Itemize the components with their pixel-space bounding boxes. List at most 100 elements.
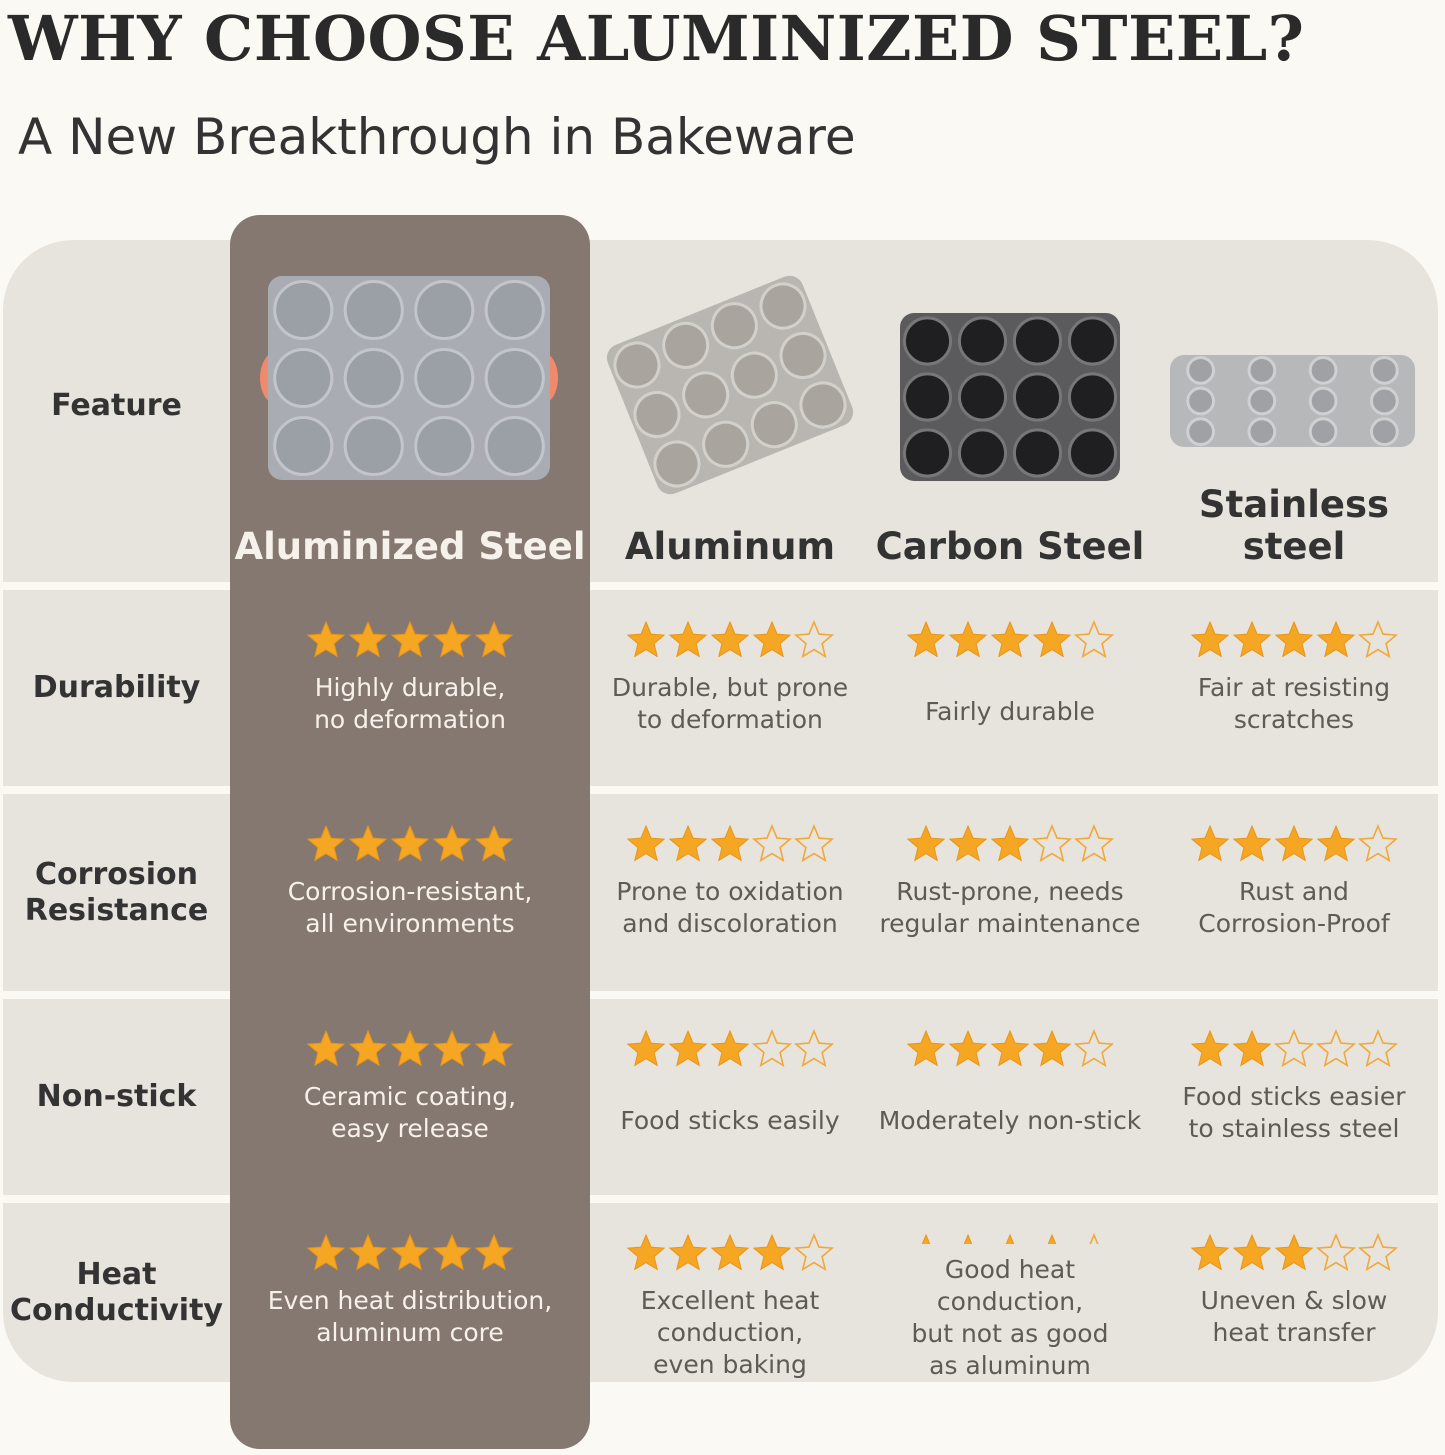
star-filled	[390, 824, 430, 862]
star-empty	[1073, 1028, 1115, 1068]
star-filled	[1232, 1233, 1272, 1271]
star-rating	[626, 1232, 835, 1272]
star-rating	[626, 619, 835, 659]
star-rating	[1190, 619, 1399, 659]
cell: Moderately non-stick	[870, 999, 1150, 1195]
star-filled	[668, 824, 708, 862]
star-empty	[1073, 619, 1115, 659]
cell: Ceramic coating, easy release	[230, 999, 590, 1195]
star-filled	[668, 1233, 708, 1271]
star-filled	[390, 1029, 430, 1067]
cell-text: Fairly durable	[925, 697, 1095, 726]
cell: Durable, but prone to deformation	[590, 590, 870, 786]
star-filled	[668, 1029, 708, 1067]
star-rating	[306, 824, 514, 862]
star-filled	[306, 1029, 346, 1067]
star-filled	[990, 620, 1030, 658]
star-filled	[432, 1029, 472, 1067]
star-filled	[474, 1233, 514, 1271]
star-filled	[432, 620, 472, 658]
column-header: Carbon Steel	[875, 525, 1145, 568]
star-filled	[626, 1233, 666, 1271]
star-rating	[906, 619, 1115, 659]
star-rating	[906, 1028, 1115, 1068]
star-filled	[626, 824, 666, 862]
star-rating	[306, 620, 514, 658]
star-filled	[474, 824, 514, 862]
star-empty	[751, 1028, 793, 1068]
star-filled	[990, 824, 1030, 862]
star-filled	[1232, 1029, 1272, 1067]
pan	[260, 276, 558, 480]
star-filled	[474, 620, 514, 658]
star-empty	[793, 823, 835, 863]
star-rating	[1190, 1028, 1399, 1068]
star-rating	[306, 1233, 514, 1271]
star-filled	[474, 1029, 514, 1067]
star-empty	[1031, 823, 1073, 863]
cell-text: Moderately non-stick	[878, 1106, 1142, 1135]
star-filled	[948, 1029, 988, 1067]
pan	[900, 313, 1120, 481]
feature-header: Feature	[51, 388, 182, 423]
star-filled	[1190, 1233, 1230, 1271]
star-filled	[1316, 824, 1356, 862]
star-empty	[1357, 1028, 1399, 1068]
star-filled	[306, 620, 346, 658]
cell: Uneven & slow heat transfer	[1150, 1203, 1438, 1382]
star-filled	[348, 824, 388, 862]
star-rating	[306, 1029, 514, 1067]
star-rating	[626, 823, 835, 863]
cell-text: Fair at resisting scratches	[1197, 673, 1391, 734]
pan	[1170, 355, 1415, 447]
star-filled	[948, 824, 988, 862]
cell: Excellent heat conduction, even baking	[590, 1203, 870, 1382]
star-filled	[1274, 1233, 1314, 1271]
column-header: Aluminized Steel	[234, 525, 586, 568]
feature-label: Heat Conductivity	[10, 1256, 223, 1328]
cell-text: Food sticks easier to stainless steel	[1182, 1082, 1406, 1143]
star-filled	[432, 1233, 472, 1271]
star-filled	[921, 1233, 931, 1244]
star-filled	[1047, 1233, 1057, 1244]
cell-text: Uneven & slow heat transfer	[1200, 1286, 1388, 1347]
star-filled	[710, 824, 750, 862]
star-filled	[348, 1029, 388, 1067]
title: WHY CHOOSE ALUMINIZED STEEL?	[8, 2, 1305, 75]
star-filled	[668, 620, 708, 658]
star-filled	[710, 620, 750, 658]
cell: Even heat distribution, aluminum core	[230, 1203, 590, 1382]
star-filled	[1190, 1029, 1230, 1067]
feature-label: Durability	[32, 670, 201, 705]
star-filled	[710, 1233, 750, 1271]
star-empty	[1357, 619, 1399, 659]
star-rating	[906, 823, 1115, 863]
star-filled	[1005, 1233, 1015, 1244]
star-filled	[1274, 824, 1314, 862]
star-empty	[793, 1028, 835, 1068]
cell-text: Excellent heat conduction, even baking	[640, 1286, 820, 1379]
star-filled	[306, 1233, 346, 1271]
star-empty	[793, 619, 835, 659]
cell: Corrosion-resistant, all environments	[230, 794, 590, 991]
star-empty	[1315, 1232, 1357, 1272]
star-filled	[710, 1029, 750, 1067]
star-filled	[306, 824, 346, 862]
pan-images	[260, 275, 1415, 495]
cell: Rust-prone, needs regular maintenance	[870, 794, 1150, 991]
star-filled	[752, 1233, 792, 1271]
star-filled	[348, 620, 388, 658]
star-filled	[1232, 620, 1272, 658]
star-filled	[1274, 620, 1314, 658]
cell-text: Durable, but prone to deformation	[611, 673, 849, 734]
cell: Good heat conduction, but not as good as…	[870, 1203, 1150, 1382]
cell-text: Even heat distribution, aluminum core	[267, 1286, 553, 1347]
star-filled	[348, 1233, 388, 1271]
star-filled	[948, 620, 988, 658]
star-empty	[1273, 1028, 1315, 1068]
row-separators	[3, 582, 1438, 1203]
star-rating	[1190, 823, 1399, 863]
star-empty	[751, 823, 793, 863]
star-filled	[1190, 620, 1230, 658]
